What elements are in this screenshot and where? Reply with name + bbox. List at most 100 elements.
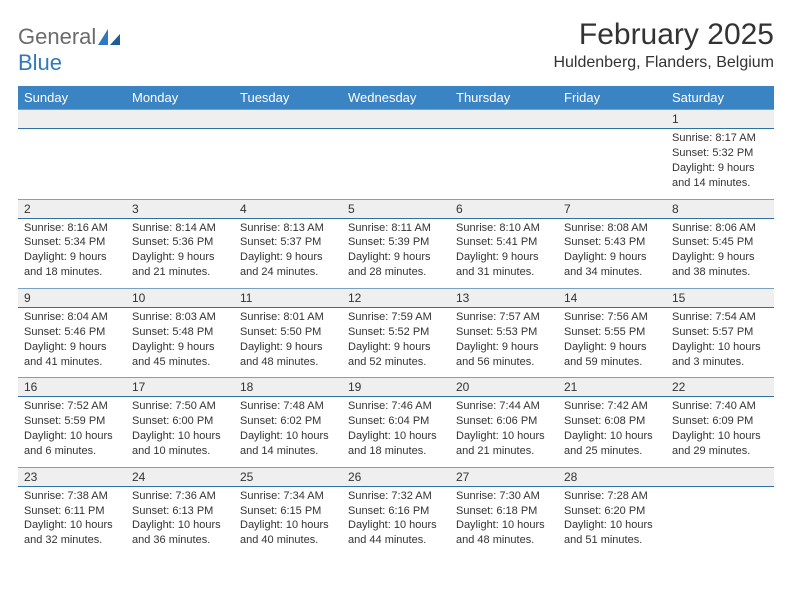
sunrise-text: Sunrise: 8:14 AM	[132, 221, 228, 236]
day-detail-cell: Sunrise: 8:03 AMSunset: 5:48 PMDaylight:…	[126, 308, 234, 378]
daylight-text: Daylight: 10 hours and 32 minutes.	[24, 518, 120, 548]
daylight-text: Daylight: 10 hours and 25 minutes.	[564, 429, 660, 459]
sunrise-text: Sunrise: 7:34 AM	[240, 489, 336, 504]
day-number-cell	[234, 110, 342, 129]
sunset-text: Sunset: 6:08 PM	[564, 414, 660, 429]
day-detail-cell: Sunrise: 7:36 AMSunset: 6:13 PMDaylight:…	[126, 486, 234, 556]
detail-row: Sunrise: 8:17 AMSunset: 5:32 PMDaylight:…	[18, 129, 774, 199]
sunrise-text: Sunrise: 8:06 AM	[672, 221, 768, 236]
sunset-text: Sunset: 5:36 PM	[132, 235, 228, 250]
day-number-cell: 1	[666, 110, 774, 129]
sunset-text: Sunset: 6:06 PM	[456, 414, 552, 429]
day-number-cell	[18, 110, 126, 129]
day-detail-cell: Sunrise: 7:52 AMSunset: 5:59 PMDaylight:…	[18, 397, 126, 467]
daylight-text: Daylight: 10 hours and 51 minutes.	[564, 518, 660, 548]
daynum-row: 16171819202122	[18, 378, 774, 397]
title-block: February 2025 Huldenberg, Flanders, Belg…	[553, 18, 774, 72]
daylight-text: Daylight: 9 hours and 59 minutes.	[564, 340, 660, 370]
weekday-header: Thursday	[450, 86, 558, 110]
daynum-row: 1	[18, 110, 774, 129]
daylight-text: Daylight: 9 hours and 41 minutes.	[24, 340, 120, 370]
day-number-cell	[126, 110, 234, 129]
logo-sail-icon	[98, 29, 120, 50]
day-detail-cell	[18, 129, 126, 199]
day-number-cell: 19	[342, 378, 450, 397]
day-detail-cell: Sunrise: 7:50 AMSunset: 6:00 PMDaylight:…	[126, 397, 234, 467]
daylight-text: Daylight: 10 hours and 18 minutes.	[348, 429, 444, 459]
sunrise-text: Sunrise: 7:50 AM	[132, 399, 228, 414]
day-detail-cell	[342, 129, 450, 199]
sunrise-text: Sunrise: 8:03 AM	[132, 310, 228, 325]
daylight-text: Daylight: 10 hours and 44 minutes.	[348, 518, 444, 548]
sunset-text: Sunset: 5:43 PM	[564, 235, 660, 250]
day-number-cell: 22	[666, 378, 774, 397]
sunset-text: Sunset: 6:09 PM	[672, 414, 768, 429]
daylight-text: Daylight: 10 hours and 36 minutes.	[132, 518, 228, 548]
day-number-cell: 23	[18, 467, 126, 486]
day-detail-cell: Sunrise: 8:10 AMSunset: 5:41 PMDaylight:…	[450, 218, 558, 288]
sunset-text: Sunset: 5:53 PM	[456, 325, 552, 340]
day-detail-cell: Sunrise: 8:11 AMSunset: 5:39 PMDaylight:…	[342, 218, 450, 288]
day-detail-cell	[234, 129, 342, 199]
weekday-header: Saturday	[666, 86, 774, 110]
sunrise-text: Sunrise: 7:36 AM	[132, 489, 228, 504]
location-label: Huldenberg, Flanders, Belgium	[553, 54, 774, 72]
sunrise-text: Sunrise: 7:57 AM	[456, 310, 552, 325]
day-number-cell: 28	[558, 467, 666, 486]
day-detail-cell: Sunrise: 8:04 AMSunset: 5:46 PMDaylight:…	[18, 308, 126, 378]
day-number-cell: 10	[126, 289, 234, 308]
sunrise-text: Sunrise: 7:30 AM	[456, 489, 552, 504]
day-detail-cell	[126, 129, 234, 199]
day-number-cell: 5	[342, 199, 450, 218]
sunrise-text: Sunrise: 8:13 AM	[240, 221, 336, 236]
day-number-cell: 8	[666, 199, 774, 218]
daynum-row: 232425262728	[18, 467, 774, 486]
daylight-text: Daylight: 10 hours and 21 minutes.	[456, 429, 552, 459]
day-detail-cell: Sunrise: 8:06 AMSunset: 5:45 PMDaylight:…	[666, 218, 774, 288]
day-detail-cell: Sunrise: 7:54 AMSunset: 5:57 PMDaylight:…	[666, 308, 774, 378]
sunset-text: Sunset: 6:11 PM	[24, 504, 120, 519]
daylight-text: Daylight: 10 hours and 48 minutes.	[456, 518, 552, 548]
day-detail-cell: Sunrise: 7:30 AMSunset: 6:18 PMDaylight:…	[450, 486, 558, 556]
day-detail-cell	[558, 129, 666, 199]
day-number-cell: 9	[18, 289, 126, 308]
sunset-text: Sunset: 5:41 PM	[456, 235, 552, 250]
logo-part1: General	[18, 24, 96, 49]
day-detail-cell: Sunrise: 7:44 AMSunset: 6:06 PMDaylight:…	[450, 397, 558, 467]
header: General Blue February 2025 Huldenberg, F…	[18, 18, 774, 76]
day-detail-cell: Sunrise: 7:57 AMSunset: 5:53 PMDaylight:…	[450, 308, 558, 378]
daylight-text: Daylight: 10 hours and 14 minutes.	[240, 429, 336, 459]
daylight-text: Daylight: 9 hours and 38 minutes.	[672, 250, 768, 280]
sunrise-text: Sunrise: 7:52 AM	[24, 399, 120, 414]
day-detail-cell	[666, 486, 774, 556]
day-detail-cell: Sunrise: 7:56 AMSunset: 5:55 PMDaylight:…	[558, 308, 666, 378]
sunset-text: Sunset: 6:02 PM	[240, 414, 336, 429]
day-detail-cell: Sunrise: 7:34 AMSunset: 6:15 PMDaylight:…	[234, 486, 342, 556]
day-number-cell: 26	[342, 467, 450, 486]
detail-row: Sunrise: 7:52 AMSunset: 5:59 PMDaylight:…	[18, 397, 774, 467]
sunset-text: Sunset: 5:39 PM	[348, 235, 444, 250]
day-detail-cell: Sunrise: 7:38 AMSunset: 6:11 PMDaylight:…	[18, 486, 126, 556]
sunrise-text: Sunrise: 8:04 AM	[24, 310, 120, 325]
detail-row: Sunrise: 8:16 AMSunset: 5:34 PMDaylight:…	[18, 218, 774, 288]
day-detail-cell	[450, 129, 558, 199]
logo-text: General Blue	[18, 24, 120, 76]
day-number-cell	[558, 110, 666, 129]
logo-part2: Blue	[18, 50, 62, 75]
daynum-row: 2345678	[18, 199, 774, 218]
sunset-text: Sunset: 5:48 PM	[132, 325, 228, 340]
day-number-cell: 2	[18, 199, 126, 218]
daylight-text: Daylight: 9 hours and 31 minutes.	[456, 250, 552, 280]
sunset-text: Sunset: 5:32 PM	[672, 146, 768, 161]
day-detail-cell: Sunrise: 8:14 AMSunset: 5:36 PMDaylight:…	[126, 218, 234, 288]
sunset-text: Sunset: 5:55 PM	[564, 325, 660, 340]
sunrise-text: Sunrise: 7:28 AM	[564, 489, 660, 504]
weekday-header: Wednesday	[342, 86, 450, 110]
daylight-text: Daylight: 9 hours and 34 minutes.	[564, 250, 660, 280]
sunset-text: Sunset: 5:50 PM	[240, 325, 336, 340]
day-number-cell: 15	[666, 289, 774, 308]
day-detail-cell: Sunrise: 8:13 AMSunset: 5:37 PMDaylight:…	[234, 218, 342, 288]
day-number-cell: 17	[126, 378, 234, 397]
weekday-header: Sunday	[18, 86, 126, 110]
day-number-cell: 20	[450, 378, 558, 397]
